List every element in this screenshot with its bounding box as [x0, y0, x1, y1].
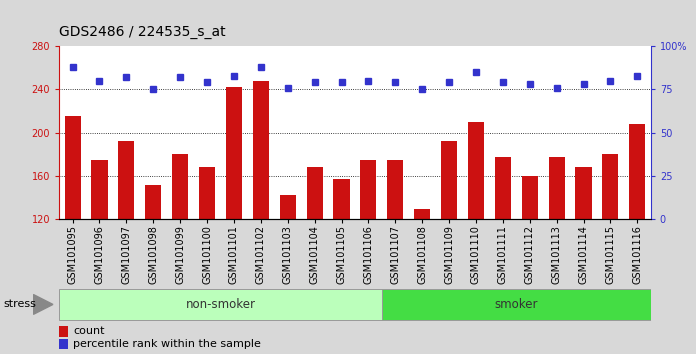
Bar [199, 167, 215, 219]
Text: count: count [73, 326, 104, 336]
Bar [172, 154, 188, 219]
Bar [548, 156, 564, 219]
Bar [629, 124, 645, 219]
Bar [59, 326, 68, 337]
Bar [59, 338, 68, 349]
Bar [280, 195, 296, 219]
Text: GDS2486 / 224535_s_at: GDS2486 / 224535_s_at [59, 25, 226, 39]
FancyBboxPatch shape [59, 289, 382, 320]
Bar [495, 156, 511, 219]
Bar [602, 154, 619, 219]
Bar [226, 87, 242, 219]
Bar [306, 167, 323, 219]
Bar [468, 122, 484, 219]
Text: stress: stress [3, 299, 36, 309]
Text: smoker: smoker [495, 298, 538, 311]
Bar [522, 176, 538, 219]
Polygon shape [33, 295, 53, 314]
Bar [576, 167, 592, 219]
Bar [145, 185, 161, 219]
Text: non-smoker: non-smoker [186, 298, 255, 311]
Bar [253, 81, 269, 219]
Bar [118, 141, 134, 219]
Bar [91, 160, 108, 219]
Text: percentile rank within the sample: percentile rank within the sample [73, 339, 261, 349]
Bar [441, 141, 457, 219]
Bar [333, 179, 349, 219]
Bar [414, 209, 430, 219]
FancyBboxPatch shape [382, 289, 651, 320]
Bar [387, 160, 404, 219]
Bar [65, 116, 81, 219]
Bar [361, 160, 377, 219]
